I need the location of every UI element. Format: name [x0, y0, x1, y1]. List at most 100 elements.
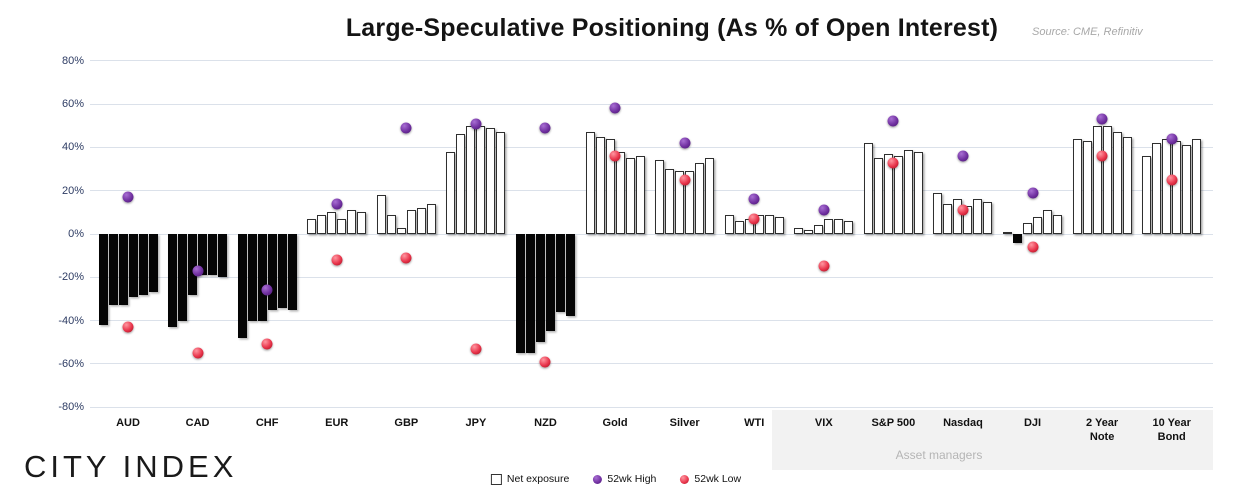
chart-legend: Net exposure 52wk High 52wk Low	[490, 473, 741, 485]
net-exposure-bar	[724, 214, 734, 234]
net-exposure-bar	[685, 171, 695, 234]
net-exposure-bar	[973, 199, 983, 234]
net-exposure-bar	[476, 125, 486, 234]
net-exposure-bar	[148, 234, 158, 293]
net-exposure-bar	[705, 158, 715, 234]
net-exposure-bar	[406, 210, 416, 234]
net-exposure-bar	[535, 234, 545, 343]
net-exposure-bar	[486, 127, 496, 234]
y-tick-label: 0%	[68, 228, 84, 240]
net-exposure-bar	[913, 151, 923, 234]
net-exposure-bar	[515, 234, 525, 354]
net-exposure-bar	[307, 218, 317, 234]
low-dot-swatch-icon	[680, 474, 690, 484]
x-axis-label: CHF	[255, 417, 279, 429]
net-exposure-bar	[1172, 140, 1182, 234]
net-exposure-bar	[734, 221, 744, 234]
net-exposure-bar	[883, 153, 893, 234]
y-tick-label: -20%	[58, 271, 84, 284]
net-exposure-bar	[595, 136, 605, 234]
high-52wk-dot	[609, 102, 621, 114]
net-exposure-bar	[317, 214, 327, 234]
net-exposure-bar	[953, 199, 963, 234]
source-note: Source: CME, Refinitiv	[1032, 26, 1143, 38]
net-exposure-bar	[893, 156, 903, 234]
net-exposure-bar	[1192, 138, 1202, 234]
net-exposure-bar	[794, 227, 804, 234]
low-52wk-dot	[609, 150, 621, 162]
high-52wk-dot	[122, 191, 134, 203]
high-52wk-dot	[1166, 133, 1178, 145]
x-axis-label: DJI	[1023, 417, 1042, 429]
net-exposure-bar	[1023, 223, 1033, 234]
net-exposure-bar	[208, 234, 218, 276]
net-exposure-bar	[138, 234, 148, 295]
gridline	[90, 60, 1213, 62]
high-52wk-dot	[261, 284, 273, 296]
x-axis-label: JPY	[465, 417, 487, 429]
x-axis-label: Nasdaq	[943, 417, 983, 429]
net-exposure-bar	[496, 132, 506, 234]
net-exposure-bar	[844, 221, 854, 234]
legend-52wk-high-label: 52wk High	[607, 473, 657, 485]
legend-item-net-exposure: Net exposure	[490, 473, 570, 485]
net-exposure-bar	[108, 234, 118, 306]
low-52wk-dot	[887, 157, 899, 169]
net-exposure-bar	[804, 229, 814, 234]
net-exposure-bar	[764, 214, 774, 234]
net-exposure-bar	[655, 160, 665, 234]
x-axis-label: VIX	[814, 417, 833, 429]
gridline	[90, 363, 1213, 365]
net-exposure-bar	[625, 158, 635, 234]
x-axis-label: GBP	[394, 417, 419, 429]
gridline	[90, 146, 1213, 148]
net-exposure-bar	[198, 234, 208, 276]
high-52wk-dot	[957, 150, 969, 162]
low-52wk-dot	[192, 347, 204, 359]
low-52wk-dot	[748, 213, 760, 225]
y-tick-label: -60%	[58, 357, 84, 370]
legend-net-exposure-label: Net exposure	[506, 473, 570, 485]
net-exposure-bar	[1152, 143, 1162, 234]
net-exposure-bar	[1082, 140, 1092, 234]
net-exposure-bar	[983, 201, 993, 234]
high-52wk-dot	[748, 193, 760, 205]
low-52wk-dot	[539, 356, 551, 368]
y-tick-label: 60%	[61, 98, 84, 111]
x-axis-label: AUD	[116, 417, 140, 429]
net-exposure-bar	[416, 208, 426, 234]
net-exposure-bar	[605, 138, 615, 234]
low-52wk-dot	[400, 252, 412, 264]
net-exposure-bar	[585, 132, 595, 234]
net-exposure-bar	[555, 234, 565, 312]
net-exposure-bar	[665, 169, 675, 234]
legend-item-52wk-low: 52wk Low	[680, 473, 741, 485]
net-exposure-bar	[824, 218, 834, 234]
y-tick-label: 40%	[61, 141, 84, 154]
net-exposure-bar	[456, 134, 466, 234]
low-52wk-dot	[261, 338, 273, 350]
chart-title: Large-Speculative Positioning (As % of O…	[345, 14, 999, 42]
net-exposure-bar	[1072, 138, 1082, 234]
high-52wk-dot	[539, 122, 551, 134]
net-exposure-bar	[1043, 210, 1053, 234]
low-52wk-dot	[818, 260, 830, 272]
high-52wk-dot	[192, 265, 204, 277]
net-exposure-bar	[565, 234, 575, 317]
city-index-logo: CITY INDEX	[24, 449, 238, 484]
net-exposure-bar	[1102, 125, 1112, 234]
net-exposure-bar	[376, 195, 386, 234]
gridline	[90, 103, 1213, 105]
x-axis-label: 10 Year Bond	[1152, 417, 1191, 443]
net-exposure-bar	[1092, 125, 1102, 234]
net-exposure-bar	[396, 227, 406, 234]
net-exposure-bar	[545, 234, 555, 332]
asset-managers-label: Asset managers	[895, 448, 983, 462]
net-exposure-bar	[287, 234, 297, 310]
net-exposure-bar	[675, 171, 685, 234]
net-exposure-bar	[337, 218, 347, 234]
high-52wk-dot	[470, 118, 482, 130]
x-axis-label: EUR	[325, 417, 349, 429]
net-exposure-bar	[1182, 145, 1192, 234]
